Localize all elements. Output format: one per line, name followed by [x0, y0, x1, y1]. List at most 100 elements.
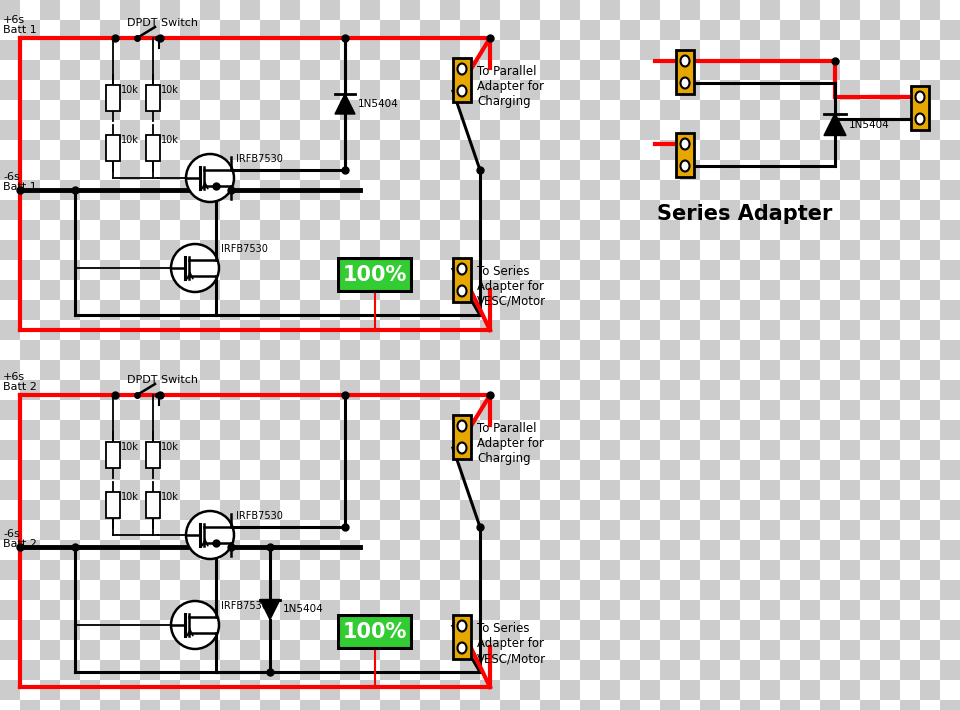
Bar — [320, 440, 340, 460]
Bar — [160, 480, 180, 500]
Bar — [20, 580, 40, 600]
Bar — [400, 500, 420, 520]
Bar — [920, 480, 940, 500]
Bar — [400, 680, 420, 700]
Bar — [20, 80, 40, 100]
Bar — [60, 700, 80, 710]
Bar — [760, 80, 780, 100]
Bar — [440, 420, 460, 440]
Bar — [820, 440, 840, 460]
Bar — [500, 20, 520, 40]
Bar — [680, 180, 700, 200]
Bar — [140, 500, 160, 520]
Bar — [860, 320, 880, 340]
Bar — [80, 320, 100, 340]
Bar — [560, 700, 580, 710]
Bar — [700, 600, 720, 620]
Bar — [320, 200, 340, 220]
Bar — [360, 120, 380, 140]
Bar — [180, 580, 200, 600]
Bar — [480, 400, 500, 420]
Bar — [660, 680, 680, 700]
Bar — [360, 520, 380, 540]
Bar — [760, 600, 780, 620]
Bar — [900, 40, 920, 60]
Bar — [480, 420, 500, 440]
Bar — [760, 20, 780, 40]
Bar — [360, 40, 380, 60]
Bar — [600, 360, 620, 380]
Bar — [760, 700, 780, 710]
Bar — [140, 580, 160, 600]
Bar — [900, 280, 920, 300]
Bar — [280, 180, 300, 200]
Bar — [460, 200, 480, 220]
Bar — [200, 120, 220, 140]
Bar — [860, 100, 880, 120]
Bar — [900, 80, 920, 100]
Bar — [540, 700, 560, 710]
Bar — [80, 60, 100, 80]
Bar — [260, 460, 280, 480]
Bar — [400, 480, 420, 500]
Bar — [0, 220, 20, 240]
Bar — [320, 600, 340, 620]
Bar — [560, 40, 580, 60]
Bar — [220, 420, 240, 440]
Bar — [620, 80, 640, 100]
Bar — [420, 280, 440, 300]
Bar — [360, 60, 380, 80]
Bar — [80, 80, 100, 100]
Bar — [460, 220, 480, 240]
Bar — [900, 260, 920, 280]
Bar — [940, 420, 960, 440]
Bar — [880, 480, 900, 500]
Bar — [300, 160, 320, 180]
Bar — [560, 380, 580, 400]
Bar — [240, 420, 260, 440]
Bar — [340, 340, 360, 360]
Bar — [940, 360, 960, 380]
Bar — [400, 420, 420, 440]
Bar — [540, 480, 560, 500]
Bar — [580, 420, 600, 440]
Bar — [500, 200, 520, 220]
Bar — [40, 400, 60, 420]
Bar — [480, 560, 500, 580]
Bar — [340, 580, 360, 600]
Bar — [560, 360, 580, 380]
Bar — [240, 660, 260, 680]
Bar — [740, 500, 760, 520]
Bar — [0, 380, 20, 400]
Bar — [560, 180, 580, 200]
Bar — [640, 200, 660, 220]
Bar — [200, 180, 220, 200]
Bar — [280, 100, 300, 120]
Bar — [380, 60, 400, 80]
Bar — [200, 620, 220, 640]
Bar — [760, 480, 780, 500]
Bar — [880, 440, 900, 460]
Bar — [600, 380, 620, 400]
Bar — [380, 700, 400, 710]
Bar — [800, 180, 820, 200]
Bar — [0, 420, 20, 440]
Bar — [840, 520, 860, 540]
Bar — [400, 100, 420, 120]
Bar — [460, 640, 480, 660]
Bar — [340, 640, 360, 660]
Bar — [820, 540, 840, 560]
Bar — [0, 140, 20, 160]
Bar — [800, 120, 820, 140]
Bar — [780, 600, 800, 620]
Bar — [120, 120, 140, 140]
Bar — [360, 460, 380, 480]
Bar — [220, 320, 240, 340]
Bar — [240, 300, 260, 320]
Bar — [420, 260, 440, 280]
Bar — [240, 460, 260, 480]
Bar — [640, 600, 660, 620]
Bar — [420, 380, 440, 400]
Bar — [160, 620, 180, 640]
Bar — [200, 380, 220, 400]
